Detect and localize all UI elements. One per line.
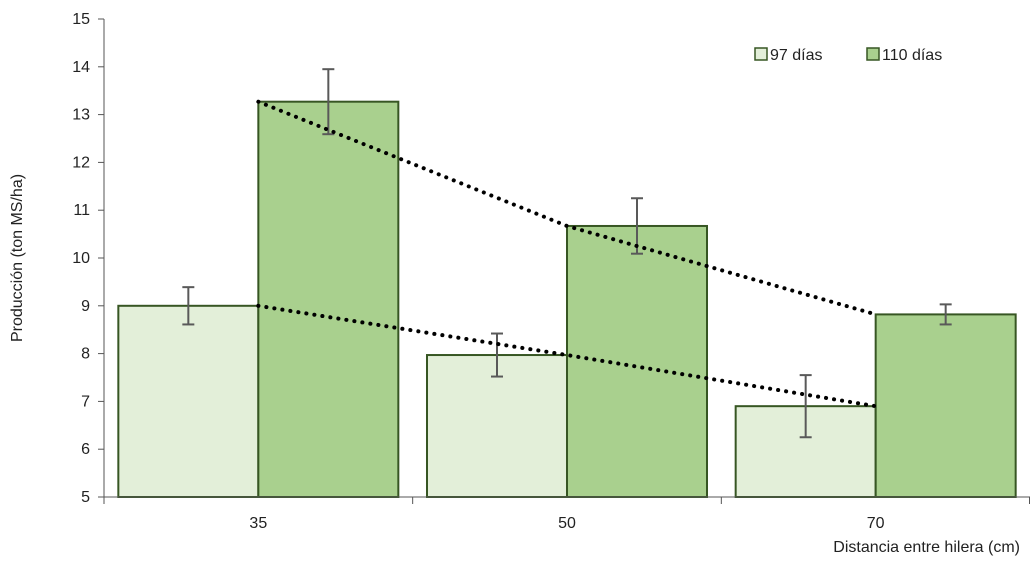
legend-label-110-dias: 110 días — [882, 47, 942, 64]
x-tick-label-70: 70 — [867, 515, 885, 532]
bar-110-dias-50 — [566, 224, 708, 498]
trendlines — [256, 99, 878, 409]
y-tick-label: 11 — [73, 202, 90, 219]
y-axis-title: Producción (ton MS/ha) — [9, 174, 26, 342]
y-tick-label: 15 — [72, 11, 90, 28]
y-axis: 5 6 7 8 9 10 11 12 13 14 15 — [72, 11, 105, 506]
y-tick-label: 12 — [72, 154, 90, 171]
legend-swatch-97-dias — [754, 47, 768, 61]
legend-swatch-110-dias — [866, 47, 880, 61]
bar-110-dias-35 — [257, 100, 400, 498]
trendline-110-dias — [256, 99, 878, 317]
y-tick-label: 5 — [81, 489, 90, 506]
bars — [117, 100, 1017, 498]
y-tick-label: 7 — [81, 393, 90, 410]
trendline-97-dias — [256, 303, 878, 409]
y-tick-label: 10 — [72, 250, 90, 267]
legend: 97 días 110 días — [754, 47, 942, 64]
x-tick-label-35: 35 — [249, 515, 267, 532]
legend-label-97-dias: 97 días — [770, 47, 822, 64]
y-tick-label: 13 — [72, 107, 90, 124]
y-tick-label: 8 — [81, 346, 90, 363]
y-tick-label: 9 — [81, 298, 90, 315]
x-axis: 35 50 70 — [103, 496, 1030, 532]
y-tick-label: 6 — [81, 441, 90, 458]
y-tick-label: 14 — [72, 59, 90, 76]
bar-97-dias-50 — [426, 354, 568, 498]
x-axis-title: Distancia entre hilera (cm) — [833, 539, 1020, 556]
x-tick-label-50: 50 — [558, 515, 576, 532]
bar-97-dias-35 — [117, 304, 260, 498]
bar-110-dias-70 — [874, 313, 1017, 498]
